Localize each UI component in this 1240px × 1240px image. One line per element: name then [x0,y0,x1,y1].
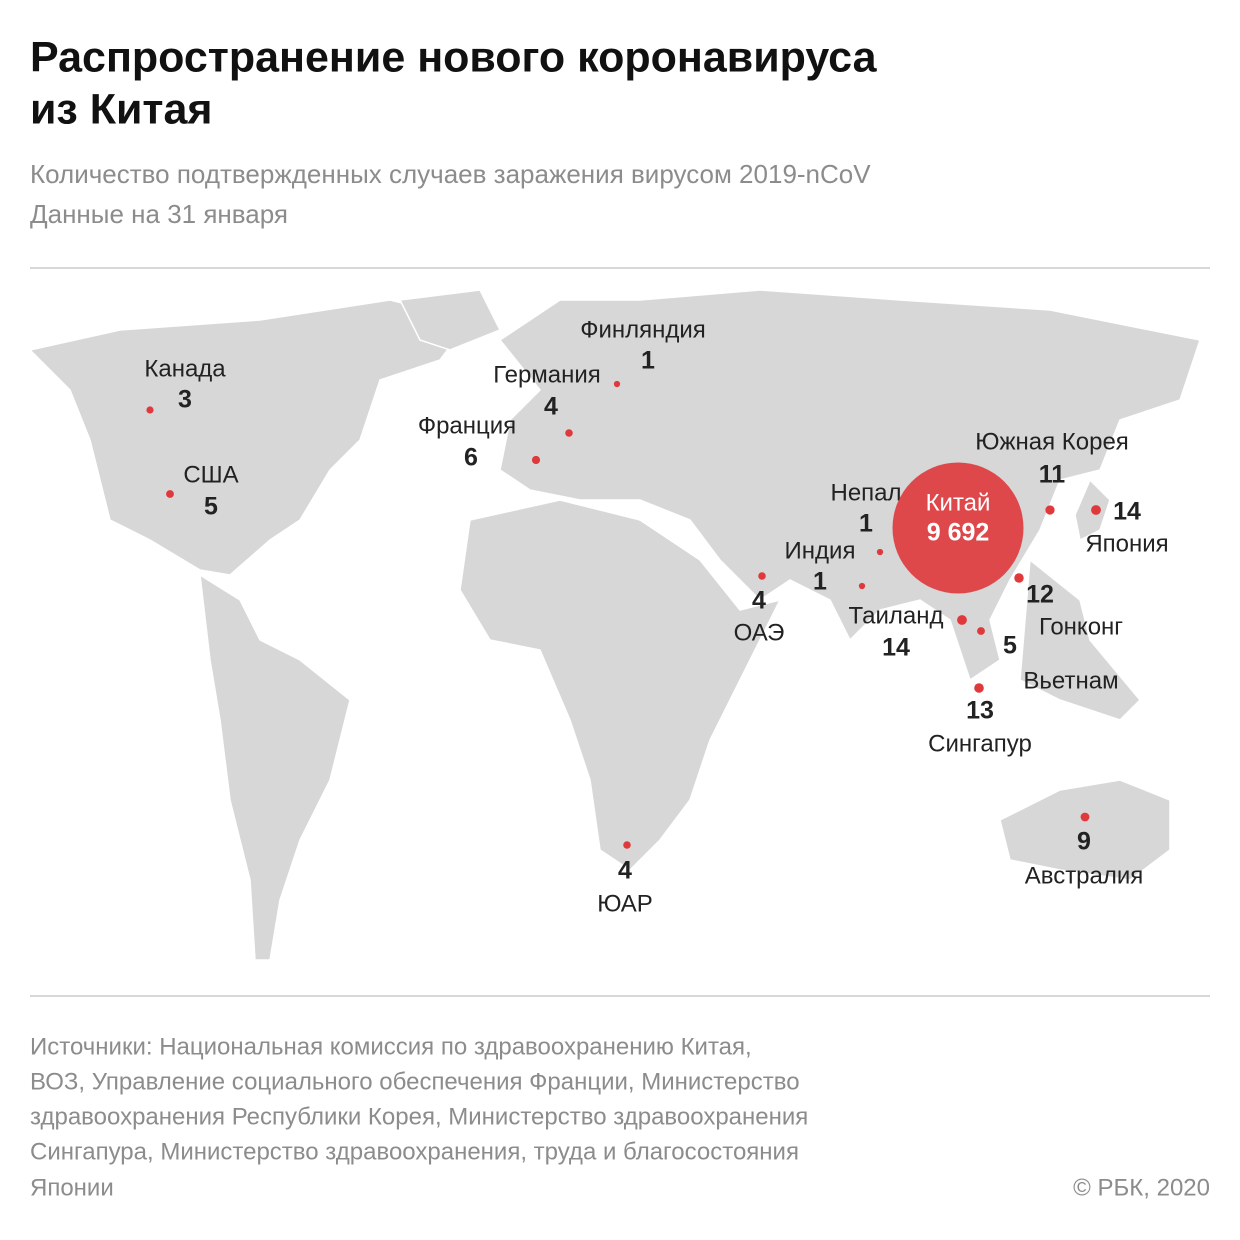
case-count: 1 [813,568,827,596]
country-name: Канада [144,355,226,382]
case-bubble [977,627,985,635]
source-line: здравоохранения Республики Корея, Минист… [30,1103,808,1130]
case-bubble [1091,505,1101,515]
case-bubble [892,462,1024,594]
country-name: Сингапур [928,730,1032,757]
country-name: Гонконг [1039,613,1123,640]
country-name: Таиланд [849,602,944,629]
case-bubble [1080,812,1090,822]
case-count: 4 [618,857,632,885]
case-count: 4 [544,393,558,421]
country-name: Австралия [1025,862,1144,889]
country-name: ЮАР [597,890,652,917]
country-name: Япония [1085,530,1168,557]
subtitle-line: Количество подтвержденных случаев зараже… [30,159,871,189]
case-bubble [974,683,984,693]
country-name: Финляндия [580,316,706,343]
country-name: ОАЭ [734,619,785,646]
source-line: ВОЗ, Управление социального обеспечения … [30,1068,800,1095]
case-count: 1 [859,510,873,538]
case-bubble [957,615,967,625]
case-bubble [758,572,766,580]
subtitle-line: Данные на 31 января [30,199,288,229]
case-count: 9 692 [927,519,990,547]
case-count: 12 [1026,581,1054,609]
case-count: 13 [966,697,994,725]
title-line: из Китая [30,85,213,133]
case-count: 14 [882,634,910,662]
case-count: 6 [464,444,478,472]
country-name: Южная Корея [975,428,1129,455]
case-bubble [166,490,174,498]
case-bubble [531,455,541,465]
country-name: Индия [785,537,856,564]
case-bubble [565,429,573,437]
map-points: Финляндия 1 Германия 4 Франция 6 Канада 3 США 5 Не… [144,316,1168,917]
case-count: 1 [641,347,655,375]
source-line: Сингапура, Министерство здравоохранения,… [30,1138,799,1165]
case-count: 3 [178,386,192,414]
case-count: 5 [204,493,218,521]
country-name: Вьетнам [1023,667,1118,694]
country-name: США [183,461,238,488]
source-line: Источники: Национальная комиссия по здра… [30,1033,752,1060]
case-bubble [613,380,621,388]
case-count: 4 [752,587,766,615]
case-bubble [1014,573,1024,583]
country-name: Германия [493,361,601,388]
case-count: 14 [1113,498,1141,526]
country-name: Франция [418,412,516,439]
case-bubble [623,841,631,849]
copyright: © РБК, 2020 [1073,1174,1210,1201]
case-bubble [146,406,154,414]
country-name: Китай [926,489,991,516]
case-count: 9 [1077,828,1091,856]
case-bubble [1045,505,1055,515]
title-line: Распространение нового коронавируса [30,33,878,81]
source-line: Японии [30,1174,114,1201]
case-bubble [876,548,884,556]
country-name: Непал [830,479,901,506]
case-count: 5 [1003,632,1017,660]
case-bubble [858,582,866,590]
world-map [28,289,1201,961]
case-count: 11 [1039,461,1066,489]
